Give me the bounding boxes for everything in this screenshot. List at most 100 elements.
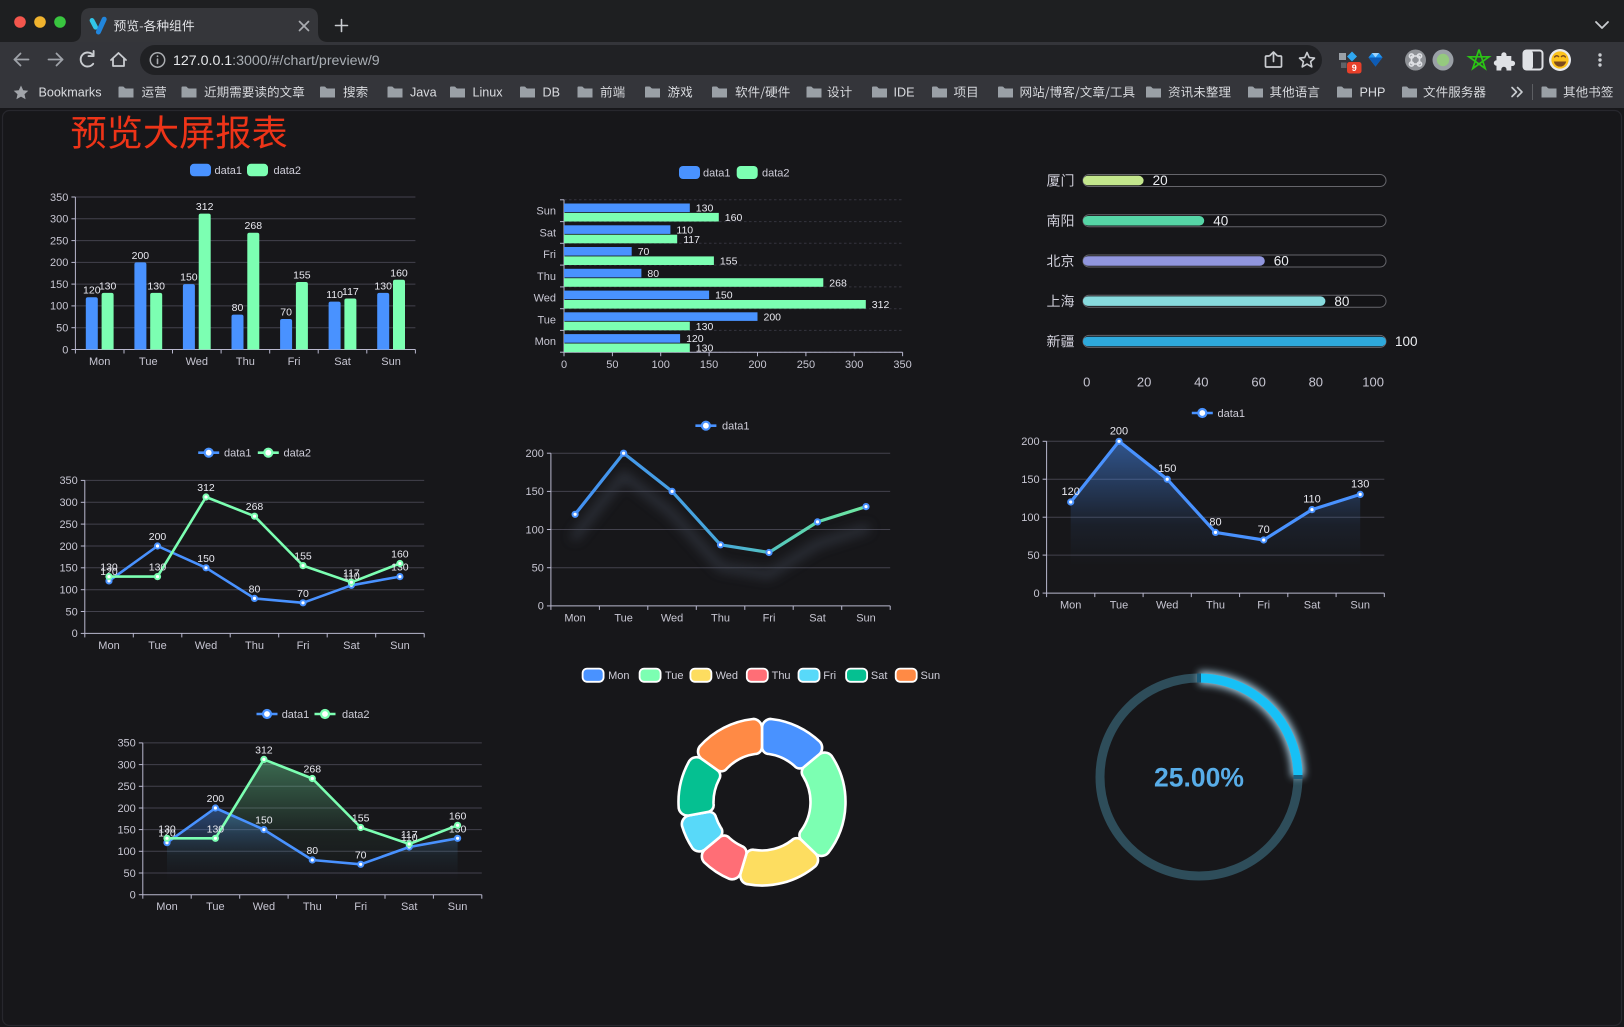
svg-text:117: 117 [342, 286, 359, 298]
svg-text:0: 0 [1083, 375, 1090, 390]
svg-text:110: 110 [676, 224, 693, 236]
svg-text:200: 200 [59, 541, 77, 553]
svg-text:25.00%: 25.00% [1154, 763, 1244, 793]
svg-text:Tue: Tue [139, 356, 158, 368]
svg-text:Mon: Mon [564, 612, 585, 624]
svg-text:Fri: Fri [297, 640, 310, 652]
svg-text:60: 60 [1274, 254, 1289, 269]
svg-text:Wed: Wed [1156, 600, 1178, 612]
svg-text:300: 300 [117, 759, 135, 771]
svg-text:312: 312 [255, 744, 273, 756]
svg-text:Wed: Wed [195, 640, 217, 652]
svg-text:50: 50 [1027, 550, 1039, 562]
svg-text:data1: data1 [282, 709, 310, 721]
svg-text:300: 300 [50, 214, 68, 226]
svg-text:Sun: Sun [921, 670, 941, 682]
svg-text:Sun: Sun [536, 206, 556, 218]
svg-text:0: 0 [538, 601, 544, 613]
svg-text:Fri: Fri [354, 901, 367, 913]
svg-text:50: 50 [124, 868, 136, 880]
svg-text:Tue: Tue [1110, 600, 1129, 612]
svg-text:Sat: Sat [334, 356, 351, 368]
svg-text:200: 200 [132, 250, 150, 262]
svg-text:312: 312 [196, 201, 214, 213]
svg-text:Java: Java [410, 86, 437, 100]
svg-text:150: 150 [1021, 474, 1039, 486]
svg-text:20: 20 [1137, 375, 1151, 390]
svg-text:150: 150 [700, 359, 718, 371]
svg-text:200: 200 [1110, 425, 1128, 437]
svg-text:20: 20 [1153, 173, 1168, 188]
svg-text:130: 130 [449, 823, 467, 835]
svg-text:150: 150 [526, 486, 544, 498]
svg-text:130: 130 [147, 280, 165, 292]
svg-text:80: 80 [1334, 294, 1349, 309]
svg-text:data2: data2 [342, 709, 370, 721]
svg-text:0: 0 [1033, 588, 1039, 600]
svg-text:50: 50 [56, 323, 68, 335]
svg-text:120: 120 [686, 333, 704, 345]
svg-text:data1: data1 [215, 165, 243, 177]
svg-text:250: 250 [59, 519, 77, 531]
svg-text:Fri: Fri [543, 249, 556, 261]
svg-text:0: 0 [130, 890, 136, 902]
svg-text:Sun: Sun [381, 356, 401, 368]
svg-text:350: 350 [50, 192, 68, 204]
svg-text:130: 130 [696, 321, 714, 333]
svg-text:60: 60 [1251, 375, 1265, 390]
svg-text:Sun: Sun [448, 901, 468, 913]
svg-text:0: 0 [72, 628, 78, 640]
svg-text:0: 0 [561, 359, 567, 371]
svg-text:Thu: Thu [772, 670, 791, 682]
svg-text:Fri: Fri [288, 356, 301, 368]
svg-text:Mon: Mon [1060, 600, 1081, 612]
svg-text:40: 40 [1213, 213, 1228, 228]
svg-text:150: 150 [197, 553, 215, 565]
svg-text:150: 150 [255, 815, 273, 827]
svg-text:Thu: Thu [236, 356, 255, 368]
svg-text:Sat: Sat [401, 901, 418, 913]
svg-text:data1: data1 [224, 448, 252, 460]
svg-text:160: 160 [390, 267, 408, 279]
svg-text:150: 150 [117, 824, 135, 836]
svg-text:110: 110 [343, 570, 360, 582]
svg-text:200: 200 [1021, 436, 1039, 448]
svg-text:130: 130 [207, 823, 225, 835]
svg-text:100: 100 [59, 585, 77, 597]
svg-text:70: 70 [1258, 524, 1270, 536]
svg-text:150: 150 [50, 279, 68, 291]
svg-text:160: 160 [725, 212, 743, 224]
svg-text:120: 120 [1062, 486, 1080, 498]
svg-text:155: 155 [293, 270, 311, 282]
svg-text:350: 350 [59, 475, 77, 487]
svg-text:70: 70 [280, 307, 292, 319]
svg-text:Wed: Wed [716, 670, 738, 682]
svg-text:268: 268 [829, 277, 847, 289]
svg-text:200: 200 [526, 448, 544, 460]
svg-text:80: 80 [306, 845, 318, 857]
svg-text:150: 150 [1158, 463, 1176, 475]
svg-text:DB: DB [543, 86, 561, 100]
svg-text:Thu: Thu [537, 271, 556, 283]
svg-text:80: 80 [1209, 516, 1221, 528]
svg-text:312: 312 [872, 299, 890, 311]
svg-text:80: 80 [232, 302, 244, 314]
svg-text:120: 120 [158, 828, 176, 840]
svg-text:200: 200 [50, 257, 68, 269]
svg-text:155: 155 [720, 256, 738, 268]
svg-text:130: 130 [99, 280, 117, 292]
svg-text:100: 100 [526, 524, 544, 536]
svg-text:data1: data1 [1218, 408, 1246, 420]
svg-text:200: 200 [207, 793, 225, 805]
svg-text:100: 100 [652, 359, 670, 371]
svg-text:150: 150 [180, 272, 198, 284]
svg-text:120: 120 [100, 566, 118, 578]
svg-text:200: 200 [149, 531, 167, 543]
svg-text:130: 130 [100, 562, 118, 574]
svg-text:130: 130 [1351, 478, 1369, 490]
svg-text:80: 80 [1309, 375, 1323, 390]
svg-text:9: 9 [1352, 63, 1357, 73]
svg-text:110: 110 [326, 289, 343, 301]
svg-text:Mon: Mon [608, 670, 629, 682]
svg-text:130: 130 [696, 203, 714, 215]
